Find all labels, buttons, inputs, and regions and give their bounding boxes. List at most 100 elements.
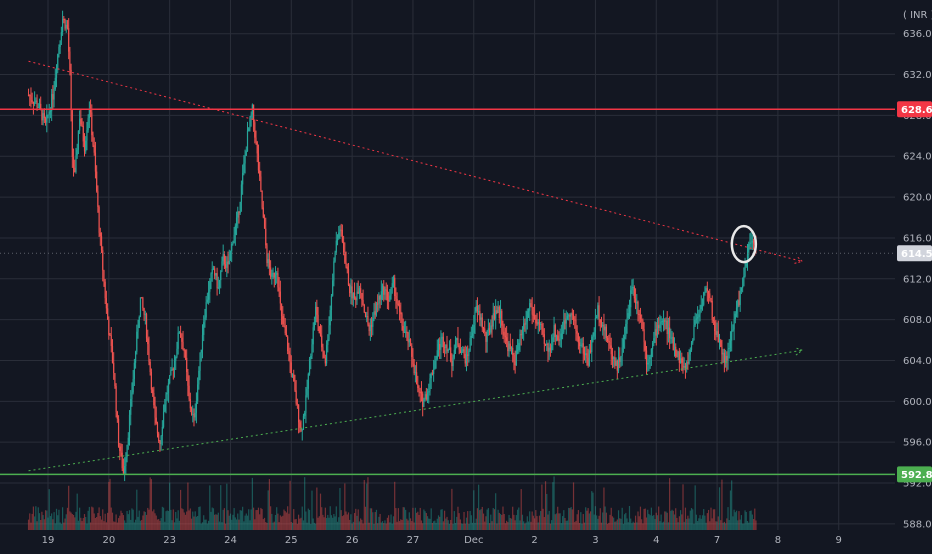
candle-body — [722, 352, 724, 355]
volume-bar — [65, 514, 67, 530]
volume-bar — [467, 511, 469, 530]
volume-bar — [82, 518, 84, 530]
volume-bar — [374, 512, 376, 530]
candle-body — [459, 349, 461, 354]
volume-bar — [52, 519, 54, 530]
candle-body — [161, 426, 163, 437]
volume-bar — [620, 518, 622, 530]
volume-bar — [131, 508, 133, 530]
volume-bar — [588, 513, 590, 530]
candle-body — [752, 240, 755, 244]
volume-bar — [418, 514, 420, 530]
volume-bar — [156, 519, 159, 530]
x-tick-label: 26 — [346, 535, 359, 546]
candle-body — [165, 394, 167, 405]
candle-body — [72, 156, 75, 168]
candle-body — [742, 286, 744, 288]
candle-body — [485, 331, 487, 342]
candle-body — [218, 280, 221, 288]
candle-body — [430, 373, 432, 379]
volume-bar — [346, 514, 348, 530]
volume-bar — [267, 490, 269, 530]
volume-bar — [215, 514, 217, 530]
candle-body — [252, 104, 255, 123]
volume-bar — [55, 508, 58, 530]
candle-body — [555, 335, 558, 337]
volume-bar — [68, 485, 70, 530]
volume-bar — [499, 513, 502, 530]
candle-body — [304, 412, 306, 416]
volume-bar — [322, 514, 324, 530]
volume-bar — [619, 518, 621, 530]
volume-bar — [167, 510, 170, 530]
volume-bar — [270, 506, 272, 530]
volume-bar — [279, 515, 281, 530]
candle-body — [654, 329, 656, 339]
volume-bar — [48, 489, 50, 530]
volume-bar — [43, 519, 45, 530]
volume-bar — [122, 515, 125, 530]
volume-bar — [392, 516, 395, 530]
candle-body — [598, 305, 600, 320]
volume-bars — [27, 476, 757, 530]
candle-body — [351, 286, 353, 299]
candle-body — [519, 334, 521, 343]
candle-body — [547, 343, 549, 352]
candle-body — [318, 326, 320, 334]
candle-body — [370, 325, 373, 327]
candle-body — [461, 351, 463, 354]
candle-body — [223, 253, 225, 265]
volume-bar — [225, 523, 227, 530]
volume-bar — [395, 508, 397, 530]
volume-bar — [751, 514, 753, 530]
volume-bar — [534, 518, 536, 530]
candle-body — [210, 273, 212, 282]
volume-bar — [599, 508, 601, 530]
candle-body — [119, 446, 121, 451]
volume-bar — [490, 514, 492, 530]
volume-bar — [344, 483, 346, 530]
volume-bar — [86, 523, 88, 530]
volume-bar — [64, 518, 66, 530]
volume-bar — [259, 514, 261, 530]
volume-bar — [203, 515, 205, 530]
volume-bar — [673, 514, 676, 530]
candle-body — [361, 293, 363, 300]
volume-bar — [44, 510, 47, 530]
volume-bar — [242, 506, 244, 530]
volume-bar — [76, 493, 78, 530]
volume-bar — [615, 521, 617, 530]
volume-bar — [89, 522, 92, 530]
volume-bar — [690, 507, 693, 530]
candle-body — [77, 130, 80, 150]
volume-bar — [177, 510, 179, 530]
candle-body — [699, 308, 701, 315]
candle-body — [678, 351, 680, 363]
volume-bar — [497, 509, 499, 530]
candle-body — [162, 411, 165, 427]
volume-bar — [385, 523, 387, 530]
volume-bar — [153, 509, 155, 530]
candle-body — [486, 330, 488, 342]
volume-bar — [362, 523, 364, 530]
volume-bar — [448, 523, 451, 530]
volume-bar — [461, 523, 463, 530]
candle-body — [243, 163, 245, 173]
candle-body — [720, 340, 722, 347]
volume-bar — [437, 515, 440, 530]
candle-body — [289, 353, 291, 363]
candle-body — [336, 238, 339, 241]
candle-body — [689, 349, 691, 355]
candle-body — [216, 273, 218, 289]
candle-body — [679, 358, 682, 363]
volume-bar — [575, 520, 577, 530]
candle-body — [325, 344, 328, 364]
volume-bar — [155, 515, 157, 530]
time-axis[interactable]: 19 20 23 24 25 26 27 Dec 2 3 4 7 8 9 — [42, 535, 842, 546]
candle-body — [31, 100, 33, 103]
candle-body — [535, 319, 537, 324]
candle-body — [687, 362, 689, 364]
candle-body — [659, 324, 661, 329]
